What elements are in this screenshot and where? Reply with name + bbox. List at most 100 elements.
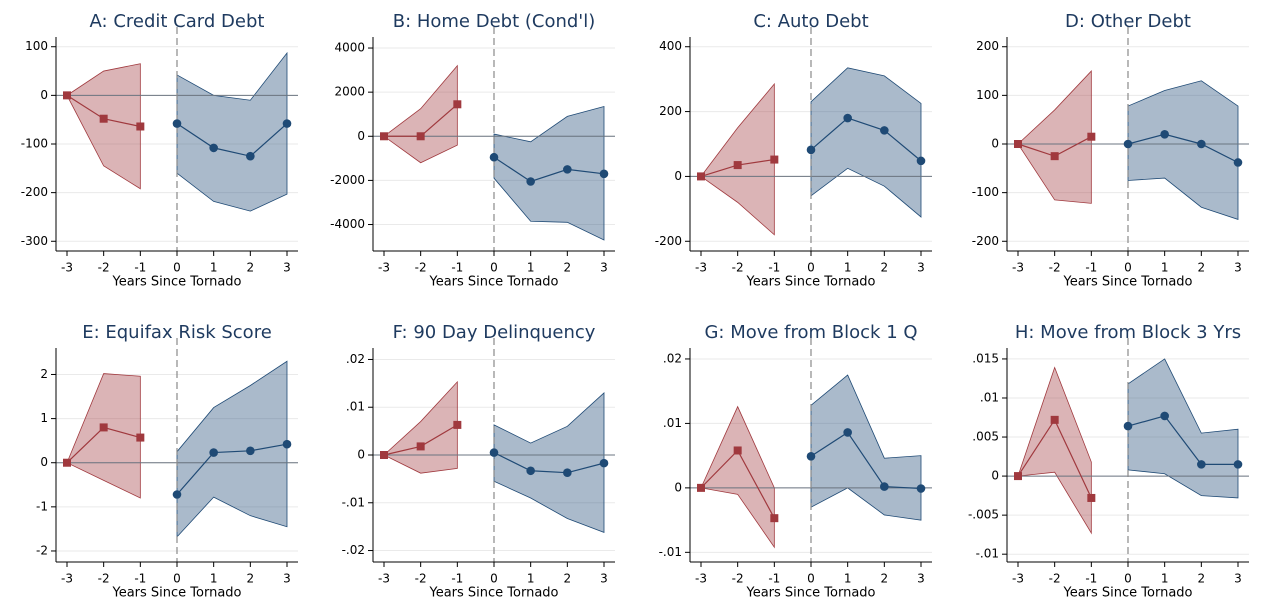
point [770,155,779,164]
point [599,169,609,179]
panel-title: H: Move from Block 3 Yrs [1015,322,1241,343]
series-line [176,123,288,157]
x-tick-label: 0 [490,572,498,586]
x-tick-label: 2 [1198,261,1206,275]
point [172,119,182,128]
confidence-band [1127,358,1239,499]
panel: D: Other Debt 200 100 0 -100 -200 -3 -2 -1 0 1 2 3 Ye… [972,11,1249,290]
point [916,156,926,166]
point [1014,472,1022,481]
point [172,490,182,499]
x-tick-label: -2 [732,572,744,586]
point [416,442,425,451]
x-tick-label: -3 [378,261,390,275]
point [453,100,462,109]
series-line [810,117,922,162]
panel: B: Home Debt (Cond'l) 4000 2000 0 -2000 -4000… [330,11,615,290]
x-axis-label: Years Since Tornado [1062,275,1192,290]
point [489,152,499,162]
point [733,161,742,170]
y-tick-label: -.01 [659,545,682,559]
y-tick-label: -1 [36,499,48,513]
y-tick-label: .01 [663,416,682,430]
x-tick-label: 1 [527,261,535,275]
x-tick-label: -1 [1085,261,1097,275]
x-tick-label: -2 [1049,572,1061,586]
panel-title: C: Auto Debt [753,11,868,32]
x-tick-label: 3 [917,261,925,275]
y-tick-label: -.01 [976,547,999,561]
x-tick-label: 1 [527,572,535,586]
y-tick-label: -.01 [342,495,365,509]
y-tick-label: .02 [663,351,682,365]
point [1160,411,1169,421]
point [1197,139,1206,149]
y-tick-label: 2000 [334,85,365,99]
point [1197,460,1206,469]
y-tick-label: -200 [972,234,999,248]
panel: G: Move from Block 1 Q .02 .01 0 -.01 -3 -2 -1 0… [659,322,932,600]
y-tick-label: .005 [972,430,999,444]
x-tick-label: 2 [247,572,255,586]
point [246,446,255,456]
x-axis-label: Years Since Tornado [111,586,241,600]
x-tick-label: -2 [732,261,744,275]
x-tick-label: -1 [134,572,146,586]
y-tick-label: -200 [21,185,48,199]
y-tick-label: 0 [991,469,999,483]
x-tick-label: 2 [564,572,572,586]
confidence-band [700,82,775,236]
panel-title: G: Move from Block 1 Q [704,322,917,343]
panel: F: 90 Day Delinquency .02 .01 0 -.01 -.02 -3 -2… [342,322,615,600]
point [99,114,108,123]
point [697,172,705,181]
x-tick-label: 0 [1124,261,1132,275]
y-tick-label: 1 [40,411,48,425]
y-tick-label: 2 [40,367,48,381]
x-tick-label: 1 [1161,572,1169,586]
y-tick-label: 100 [976,88,999,102]
y-tick-label: 0 [357,129,365,143]
x-tick-label: 2 [881,261,889,275]
point [1087,493,1096,502]
confidence-band [810,374,922,521]
y-tick-label: -2000 [330,173,365,187]
x-tick-label: 2 [247,261,255,275]
y-tick-label: 0 [40,455,48,469]
panel-title: E: Equifax Risk Score [82,322,272,343]
x-tick-label: 1 [1161,261,1169,275]
x-tick-label: 0 [807,572,815,586]
point [63,458,71,467]
x-tick-label: 0 [173,261,181,275]
x-tick-label: 3 [283,572,291,586]
point [282,439,292,449]
x-tick-label: 0 [173,572,181,586]
y-tick-label: -.02 [342,543,365,557]
y-tick-label: -2 [36,543,48,557]
x-axis-label: Years Since Tornado [111,275,241,290]
x-tick-label: -1 [451,572,463,586]
confidence-band [493,391,605,533]
x-tick-label: 1 [844,261,852,275]
panel: H: Move from Block 3 Yrs .015 .01 .005 0 -.00… [968,322,1249,600]
series-line [810,431,922,490]
x-tick-label: -3 [695,572,707,586]
point [282,119,292,128]
series-line [1127,415,1238,465]
x-tick-label: 2 [881,572,889,586]
y-tick-label: 400 [659,39,682,53]
y-tick-label: -4000 [330,217,365,231]
point [209,143,218,153]
y-tick-label: -100 [21,137,48,151]
x-tick-label: -2 [1049,261,1061,275]
y-tick-label: 100 [25,39,48,53]
panel: C: Auto Debt 400 200 0 -200 -3 -2 -1 0 1 2 3 Years S… [655,11,932,290]
y-tick-label: .02 [346,352,365,366]
series-line [493,452,605,474]
y-tick-label: -200 [655,234,682,248]
x-tick-label: -3 [61,261,73,275]
y-tick-label: 0 [674,169,682,183]
confidence-band [176,51,288,212]
point [136,433,145,442]
point [806,145,816,155]
